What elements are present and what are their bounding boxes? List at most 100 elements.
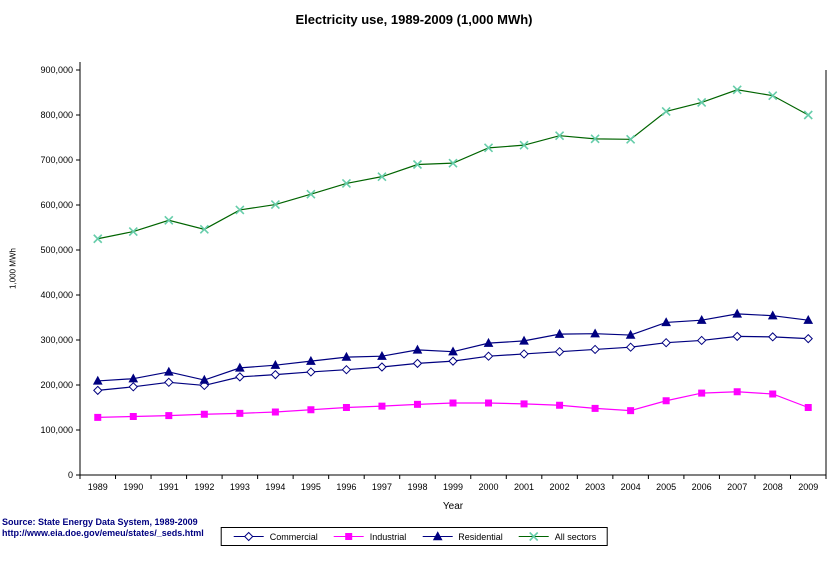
- marker-triangle: [803, 314, 814, 324]
- marker-x: [377, 172, 387, 182]
- legend: Commercial Industrial Residential All secto…: [220, 527, 608, 546]
- axes: [79, 62, 827, 476]
- x-tick-label: 1998: [407, 482, 427, 492]
- legend-swatch-industrial: [333, 533, 364, 540]
- marker-diamond: [483, 351, 494, 361]
- x-tick-label: 1996: [336, 482, 356, 492]
- marker-x: [768, 91, 778, 101]
- marker-x: [270, 199, 280, 210]
- y-tick-label: 400,000: [40, 290, 73, 300]
- marker-x: [235, 205, 245, 215]
- legend-label-commercial: Commercial: [269, 531, 318, 542]
- y-tick-label: 100,000: [40, 425, 73, 435]
- marker-diamond: [448, 356, 458, 366]
- legend-label-all-sectors: All sectors: [554, 531, 597, 542]
- y-tick-label: 600,000: [40, 200, 73, 210]
- marker-triangle: [92, 375, 103, 385]
- x-tick-label: 2006: [692, 482, 712, 492]
- marker-square: [485, 399, 493, 407]
- x-tick-label: 2000: [479, 482, 499, 492]
- series-markers-all-sectors: [93, 85, 813, 244]
- marker-diamond: [235, 372, 245, 382]
- marker-square: [804, 404, 812, 411]
- marker-triangle: [448, 346, 458, 356]
- marker-square: [733, 388, 741, 396]
- marker-diamond: [128, 382, 138, 392]
- marker-square: [165, 412, 173, 420]
- source-line1: Source: State Energy Data System, 1989-2…: [2, 517, 198, 527]
- marker-x: [341, 178, 351, 188]
- marker-square: [769, 390, 777, 398]
- marker-triangle: [590, 328, 600, 338]
- legend-label-residential: Residential: [458, 531, 503, 542]
- marker-triangle: [377, 350, 387, 360]
- marker-triangle: [483, 337, 494, 347]
- x-tick-label: 1997: [372, 482, 392, 492]
- marker-square: [627, 407, 635, 415]
- legend-swatch-commercial: [233, 531, 264, 542]
- marker-diamond: [696, 335, 707, 346]
- marker-triangle: [696, 314, 707, 324]
- marker-diamond: [732, 331, 742, 342]
- marker-x: [590, 134, 600, 144]
- x-tick-label: 1995: [301, 482, 321, 492]
- marker-x: [519, 140, 529, 150]
- marker-triangle: [163, 366, 174, 376]
- marker-x: [661, 106, 671, 116]
- marker-x: [732, 85, 742, 95]
- marker-triangle: [554, 328, 565, 338]
- x-tick-label: 2003: [585, 482, 605, 492]
- marker-diamond: [768, 332, 778, 342]
- marker-square: [271, 408, 279, 416]
- marker-diamond: [661, 337, 671, 348]
- marker-square: [307, 406, 315, 414]
- marker-x: [697, 97, 707, 107]
- series-markers-commercial: [93, 331, 813, 396]
- marker-square: [342, 404, 350, 411]
- marker-x: [803, 110, 813, 120]
- marker-diamond: [590, 344, 600, 355]
- x-tick-label: 1991: [159, 482, 179, 492]
- marker-diamond: [243, 531, 254, 542]
- marker-triangle: [661, 317, 671, 327]
- marker-square: [378, 402, 386, 410]
- marker-x: [306, 189, 316, 199]
- x-tick-label: 2002: [550, 482, 570, 492]
- y-tick-label: 800,000: [40, 110, 73, 120]
- y-tick-label: 200,000: [40, 380, 73, 390]
- x-tick-label: 2009: [798, 482, 818, 492]
- marker-diamond: [93, 385, 103, 396]
- x-tick-label: 1989: [88, 482, 108, 492]
- marker-x: [164, 215, 174, 225]
- marker-square: [413, 400, 421, 408]
- marker-diamond: [803, 333, 813, 344]
- marker-x: [412, 159, 423, 170]
- marker-square: [520, 400, 528, 408]
- marker-diamond: [412, 358, 423, 369]
- legend-item-commercial: Commercial: [232, 531, 318, 542]
- x-tick-label: 2008: [763, 482, 783, 492]
- legend-swatch-residential: [422, 531, 453, 541]
- marker-square: [662, 397, 670, 405]
- y-tick-label: 300,000: [40, 335, 73, 345]
- x-tick-label: 2005: [656, 482, 676, 492]
- y-tick-label: 500,000: [40, 245, 73, 255]
- marker-triangle: [732, 308, 743, 318]
- marker-x: [555, 131, 565, 141]
- marker-diamond: [270, 369, 281, 380]
- marker-triangle: [341, 351, 352, 361]
- marker-square: [449, 399, 457, 407]
- series-markers-industrial: [94, 388, 812, 421]
- marker-triangle: [519, 335, 529, 345]
- marker-diamond: [377, 362, 387, 372]
- source-note: Source: State Energy Data System, 1989-2…: [2, 517, 204, 539]
- x-tick-label: 1992: [194, 482, 214, 492]
- marker-triangle: [412, 344, 423, 354]
- marker-triangle: [235, 362, 245, 372]
- marker-square: [698, 389, 706, 397]
- marker-square: [556, 401, 564, 409]
- marker-triangle: [432, 531, 443, 541]
- marker-triangle: [625, 329, 636, 339]
- marker-x: [128, 226, 138, 237]
